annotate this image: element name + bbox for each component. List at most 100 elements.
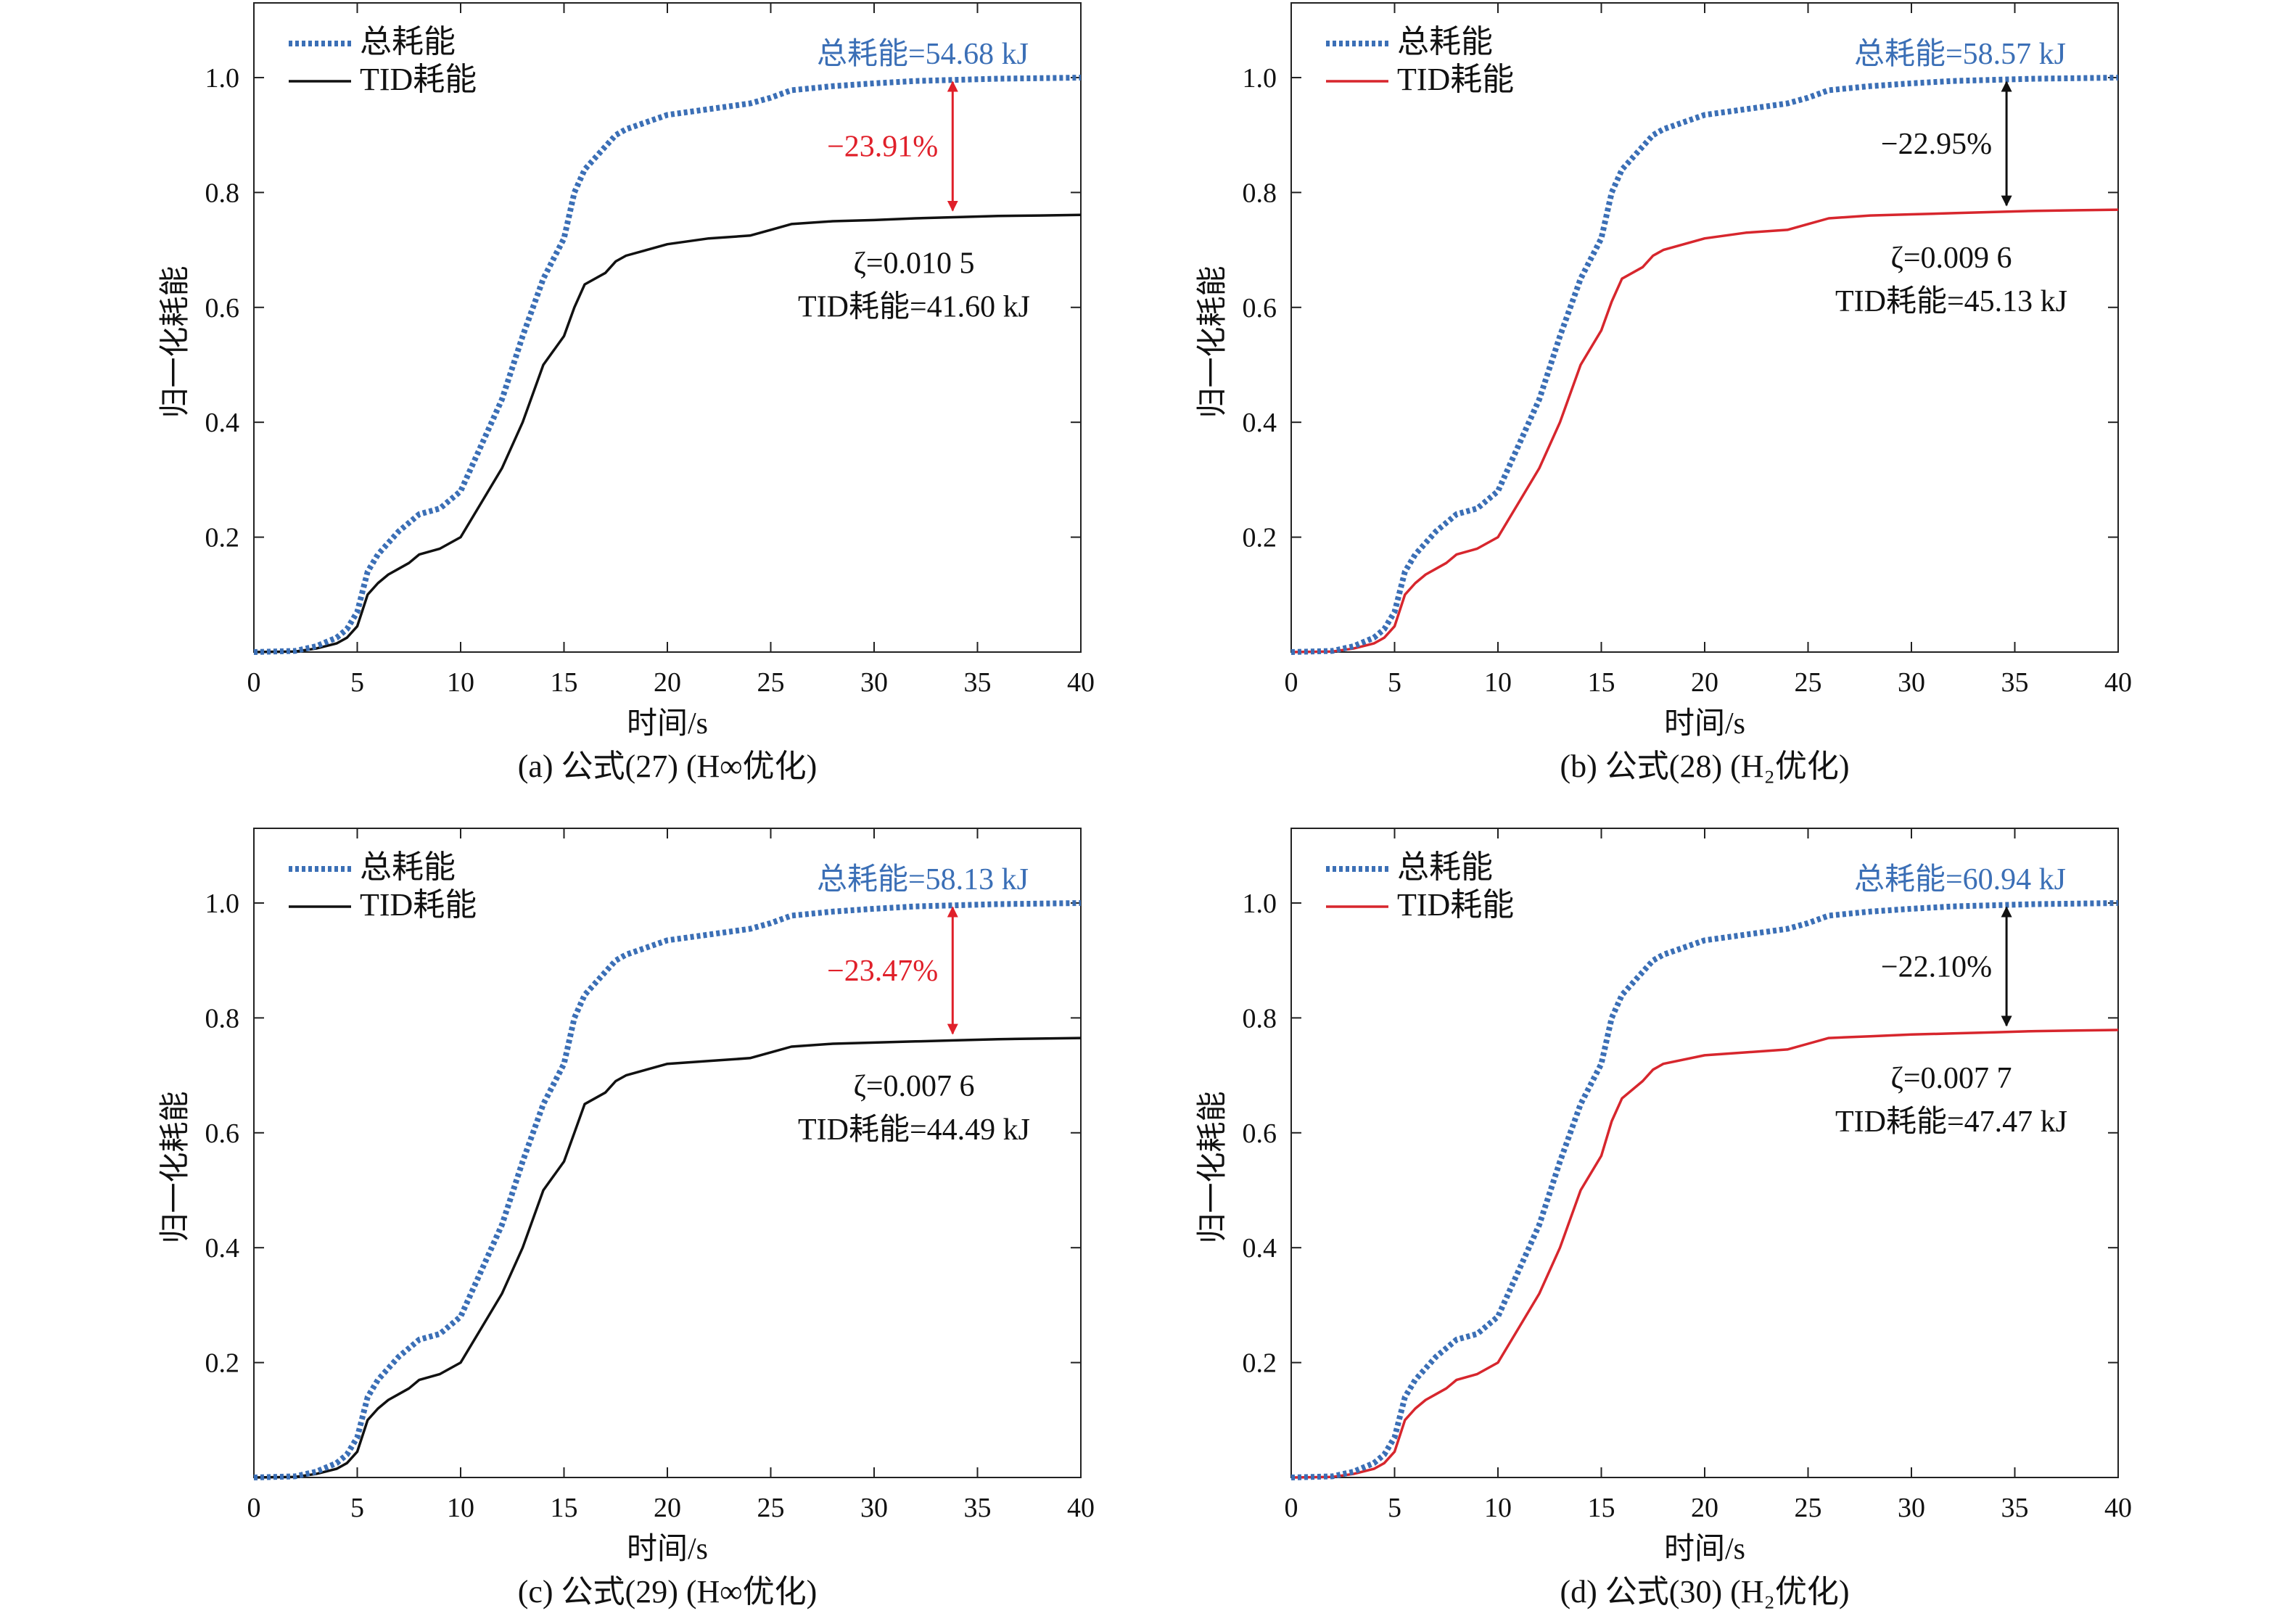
- y-tick-label: 1.0: [205, 63, 240, 94]
- x-tick-label: 20: [654, 667, 681, 698]
- zeta-label: ζ=0.009 6: [1890, 242, 2012, 275]
- x-tick-label: 10: [1484, 667, 1512, 698]
- tid-energy-label: TID耗能=47.47 kJ: [1835, 1105, 2067, 1139]
- series-total-line: [253, 900, 1082, 1480]
- chart-panel-a: 0 5 10 15 20 25 30 35 40 0.2 0.4 0.6 0.8 1.0 时间/s 归一化耗能…: [159, 2, 1095, 784]
- total-energy-label: 总耗能=58.13 kJ: [817, 863, 1029, 897]
- x-tick-label: 0: [247, 667, 261, 698]
- legend-total-label: 总耗能: [360, 849, 456, 885]
- series-tid-line: [1290, 208, 2119, 654]
- x-tick-label: 0: [1285, 1493, 1298, 1523]
- x-tick-label: 5: [1388, 667, 1401, 698]
- zeta-label: ζ=0.007 6: [853, 1070, 974, 1103]
- x-tick-label: 35: [964, 1493, 992, 1523]
- y-tick-label: 0.8: [205, 1003, 240, 1034]
- x-tick-label: 25: [1795, 667, 1822, 698]
- x-tick-label: 15: [551, 667, 578, 698]
- legend-tid-label: TID耗能: [360, 887, 477, 923]
- series-total-line: [1290, 75, 2119, 655]
- y-tick-label: 0.2: [1243, 1348, 1277, 1379]
- x-tick-label: 15: [1588, 667, 1615, 698]
- x-axis-label: 时间/s: [1664, 707, 1745, 741]
- x-tick-label: 40: [1067, 1493, 1095, 1523]
- x-tick-label: 20: [1691, 667, 1718, 698]
- y-axis-label: 归一化耗能: [1196, 1091, 1230, 1243]
- y-tick-label: 0.6: [1243, 293, 1277, 323]
- x-tick-label: 15: [551, 1493, 578, 1523]
- reduction-label: −23.91%: [827, 131, 938, 164]
- y-tick-label: 0.6: [205, 1118, 240, 1149]
- x-tick-label: 5: [1388, 1493, 1401, 1523]
- series-tid-line: [253, 213, 1082, 654]
- x-tick-label: 10: [447, 667, 474, 698]
- series-tid-line: [1290, 1029, 2119, 1479]
- x-tick-label: 40: [1067, 667, 1095, 698]
- legend-tid-label: TID耗能: [1397, 62, 1514, 97]
- x-tick-label: 0: [247, 1493, 261, 1523]
- x-tick-label: 25: [757, 667, 785, 698]
- x-tick-label: 15: [1588, 1493, 1615, 1523]
- x-tick-label: 0: [1285, 667, 1298, 698]
- x-tick-label: 30: [1898, 1493, 1925, 1523]
- panel-caption: (a) 公式(27) (H∞优化): [518, 749, 818, 784]
- y-tick-label: 0.2: [1243, 523, 1277, 553]
- legend-tid-label: TID耗能: [1397, 887, 1514, 923]
- y-axis-label: 归一化耗能: [159, 1091, 192, 1243]
- legend-total-label: 总耗能: [1397, 24, 1493, 59]
- x-tick-label: 35: [964, 667, 992, 698]
- series-tid-line: [253, 1036, 1082, 1479]
- series-total-line: [1290, 900, 2119, 1480]
- y-tick-label: 1.0: [1243, 889, 1277, 919]
- x-tick-label: 30: [1898, 667, 1925, 698]
- panel-caption: (c) 公式(29) (H∞优化): [518, 1574, 818, 1609]
- x-tick-label: 10: [447, 1493, 474, 1523]
- x-tick-label: 35: [2001, 1493, 2029, 1523]
- y-tick-label: 0.8: [1243, 178, 1277, 208]
- legend-tid-label: TID耗能: [360, 62, 477, 97]
- y-tick-label: 0.4: [205, 408, 240, 438]
- panel-caption: (b) 公式(28) (H₂优化): [1560, 749, 1849, 784]
- y-tick-label: 0.6: [205, 293, 240, 323]
- reduction-label: −22.95%: [1881, 128, 1992, 161]
- tid-energy-label: TID耗能=41.60 kJ: [798, 290, 1030, 323]
- zeta-label: ζ=0.007 7: [1890, 1062, 2012, 1095]
- total-energy-label: 总耗能=54.68 kJ: [817, 38, 1029, 71]
- y-axis-label: 归一化耗能: [159, 265, 192, 418]
- y-tick-label: 0.6: [1243, 1118, 1277, 1149]
- x-tick-label: 40: [2104, 667, 2132, 698]
- x-tick-label: 10: [1484, 1493, 1512, 1523]
- y-tick-label: 0.2: [205, 1348, 240, 1379]
- y-tick-label: 0.2: [205, 523, 240, 553]
- x-tick-label: 20: [654, 1493, 681, 1523]
- y-tick-label: 0.4: [1243, 1233, 1277, 1264]
- zeta-label: ζ=0.010 5: [853, 247, 974, 280]
- y-tick-label: 0.4: [1243, 408, 1277, 438]
- x-tick-label: 25: [757, 1493, 785, 1523]
- x-tick-label: 20: [1691, 1493, 1718, 1523]
- chart-panel-d: 0 5 10 15 20 25 30 35 40 0.2 0.4 0.6 0.8 1.0 时间/s 归一化耗能…: [1196, 828, 2132, 1609]
- x-axis-label: 时间/s: [627, 1533, 708, 1566]
- y-tick-label: 1.0: [1243, 63, 1277, 94]
- legend-total-label: 总耗能: [1397, 849, 1493, 885]
- x-axis-label: 时间/s: [1664, 1533, 1745, 1566]
- x-tick-label: 5: [350, 1493, 364, 1523]
- chart-panel-c: 0 5 10 15 20 25 30 35 40 0.2 0.4 0.6 0.8 1.0 时间/s 归一化耗能…: [159, 828, 1095, 1609]
- chart-panel-b: 0 5 10 15 20 25 30 35 40 0.2 0.4 0.6 0.8 1.0 时间/s 归一化耗能…: [1196, 2, 2132, 784]
- y-tick-label: 0.8: [205, 178, 240, 208]
- series-total-line: [253, 75, 1082, 655]
- total-energy-label: 总耗能=58.57 kJ: [1854, 38, 2066, 71]
- x-tick-label: 25: [1795, 1493, 1822, 1523]
- legend-total-label: 总耗能: [360, 24, 456, 59]
- reduction-label: −23.47%: [827, 955, 938, 988]
- y-tick-label: 1.0: [205, 889, 240, 919]
- reduction-label: −22.10%: [1881, 950, 1992, 984]
- total-energy-label: 总耗能=60.94 kJ: [1854, 863, 2066, 897]
- x-tick-label: 35: [2001, 667, 2029, 698]
- y-tick-label: 0.4: [205, 1233, 240, 1264]
- y-axis-label: 归一化耗能: [1196, 265, 1230, 418]
- x-tick-label: 30: [860, 1493, 888, 1523]
- x-axis-label: 时间/s: [627, 707, 708, 741]
- panel-caption: (d) 公式(30) (H₂优化): [1560, 1574, 1849, 1609]
- tid-energy-label: TID耗能=45.13 kJ: [1835, 285, 2067, 318]
